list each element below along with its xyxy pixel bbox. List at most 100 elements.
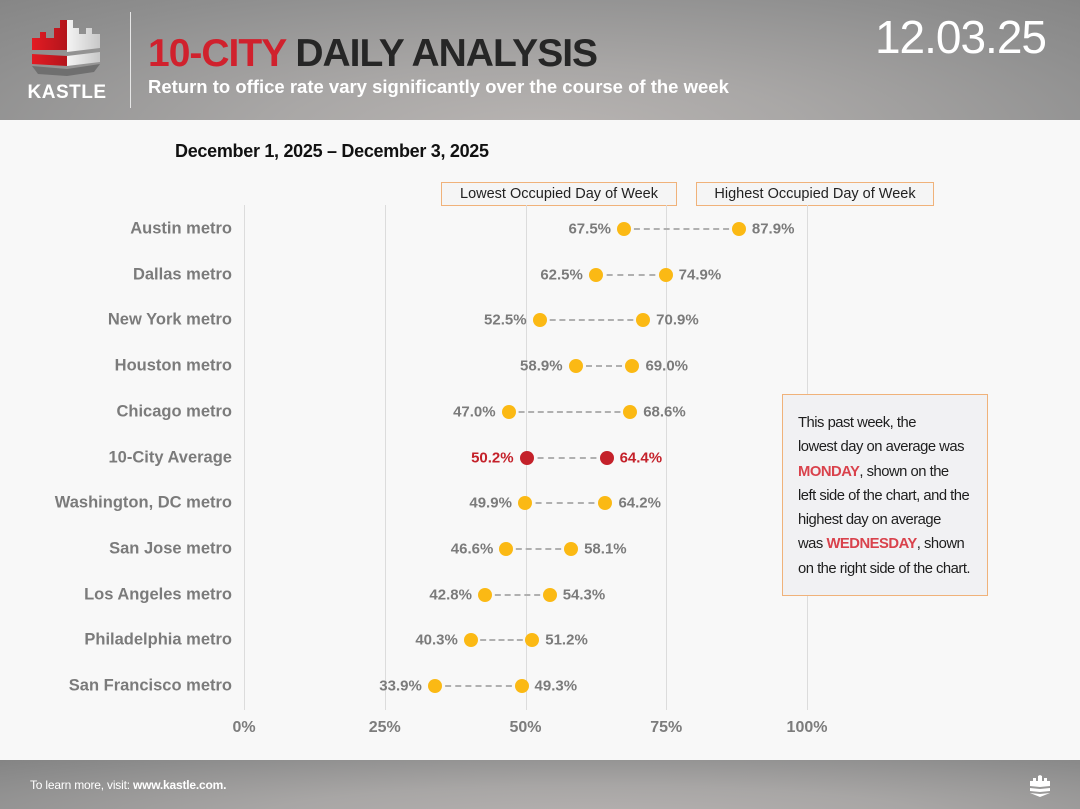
page-subtitle: Return to office rate vary significantly…: [148, 76, 729, 97]
high-dot: [658, 267, 673, 282]
legend-highest-day: Highest Occupied Day of Week: [696, 182, 934, 206]
category-label: San Francisco metro: [68, 676, 232, 695]
range-connector: [508, 410, 631, 413]
dumbbell-chart: 0% 25% 50% 75% 100% Austin metro 67.5% 87.9% Dal…: [0, 205, 1080, 750]
range-connector: [575, 365, 633, 368]
high-value-label: 58.1%: [584, 540, 627, 558]
high-dot: [599, 450, 614, 465]
low-value-label: 62.5%: [540, 266, 583, 284]
high-value-label: 51.2%: [545, 631, 588, 649]
category-label: New York metro: [107, 310, 232, 329]
low-dot: [532, 313, 547, 328]
date-stamp: 12.03.25: [874, 11, 1047, 63]
low-dot: [501, 404, 516, 419]
callout-line: on the right side of the chart.: [798, 560, 971, 577]
annotation-callout: This past week, the lowest day on averag…: [782, 394, 988, 596]
high-value-label: 87.9%: [751, 220, 795, 238]
callout-line: highest day on average: [798, 512, 941, 529]
high-dot: [564, 541, 579, 556]
high-value-label: 74.9%: [678, 266, 722, 284]
category-label: 10-City Average: [108, 448, 232, 466]
high-dot: [623, 404, 638, 419]
x-tick-label: 75%: [650, 719, 683, 736]
low-dot: [517, 496, 532, 511]
gridline: [244, 205, 245, 710]
high-value-label: 64.4%: [619, 449, 663, 466]
high-dot: [731, 222, 746, 236]
callout-line: was WEDNESDAY, shown: [798, 536, 965, 553]
low-value-label: 47.0%: [453, 403, 496, 421]
header-divider: [130, 12, 131, 108]
range-connector: [434, 685, 522, 687]
low-dot: [588, 267, 603, 282]
high-dot: [636, 313, 651, 328]
high-dot: [514, 679, 529, 693]
low-value-label: 46.6%: [450, 540, 494, 558]
footer-text: To learn more, visit: www.kastle.com.: [30, 778, 227, 792]
x-tick-label: 100%: [786, 719, 828, 736]
high-value-label: 70.9%: [656, 311, 699, 329]
range-connector: [624, 228, 739, 230]
footer-banner: To learn more, visit: www.kastle.com.: [0, 760, 1080, 809]
logo-wordmark: KASTLE: [27, 82, 107, 103]
kastle-logo: KASTLE: [24, 14, 110, 104]
low-value-label: 58.9%: [520, 357, 563, 375]
range-connector: [595, 273, 666, 276]
high-value-label: 69.0%: [645, 357, 689, 375]
low-value-label: 52.5%: [484, 311, 527, 329]
low-value-label: 33.9%: [379, 677, 422, 695]
category-label: Houston metro: [114, 356, 232, 375]
low-value-label: 49.9%: [469, 494, 512, 512]
category-label: Los Angeles metro: [84, 585, 232, 604]
callout-line: left side of the chart, and the: [798, 487, 970, 504]
category-label: Philadelphia metro: [84, 630, 232, 649]
page-title: 10-CITY DAILY ANALYSIS: [148, 32, 598, 76]
category-label: Austin metro: [130, 219, 232, 238]
low-dot: [519, 450, 534, 465]
x-tick-label: 25%: [368, 719, 401, 736]
low-value-label: 67.5%: [568, 220, 612, 238]
range-connector: [539, 319, 644, 322]
range-connector: [526, 456, 607, 459]
high-dot: [525, 633, 540, 648]
gridline: [384, 205, 386, 710]
high-dot: [625, 359, 640, 374]
callout-line: MONDAY, shown on the: [798, 463, 949, 480]
high-day-highlight: WEDNESDAY: [826, 536, 917, 553]
range-connector: [506, 547, 572, 550]
website-link[interactable]: www.kastle.com.: [132, 778, 227, 792]
low-value-label: 42.8%: [429, 586, 472, 604]
low-dot: [477, 587, 492, 602]
category-label: Washington, DC metro: [54, 493, 232, 512]
low-dot: [617, 222, 632, 236]
high-dot: [542, 587, 557, 602]
callout-line: This past week, the: [798, 415, 916, 431]
category-label: Dallas metro: [132, 265, 232, 284]
high-value-label: 64.2%: [618, 494, 661, 512]
legend-lowest-day: Lowest Occupied Day of Week: [441, 182, 677, 206]
x-tick-label: 0%: [232, 719, 256, 736]
x-tick-label: 50%: [509, 719, 542, 736]
low-dot: [499, 541, 514, 556]
range-connector: [524, 502, 606, 505]
title-rest: DAILY ANALYSIS: [295, 32, 598, 75]
high-value-label: 49.3%: [534, 677, 578, 695]
title-accent: 10-CITY: [148, 32, 286, 75]
low-dot: [568, 359, 583, 374]
castle-icon: [1030, 775, 1050, 797]
gridline: [666, 205, 668, 710]
low-dot: [427, 679, 442, 693]
range-connector: [484, 593, 550, 596]
callout-line: lowest day on average was: [798, 439, 965, 456]
low-value-label: 50.2%: [471, 449, 514, 466]
header-banner: KASTLE 10-CITY DAILY ANALYSIS Return to …: [0, 0, 1080, 120]
low-day-highlight: MONDAY: [798, 463, 860, 480]
low-value-label: 40.3%: [415, 631, 458, 649]
low-dot: [463, 633, 478, 648]
date-range: December 1, 2025 – December 3, 2025: [175, 141, 489, 161]
castle-icon: [32, 20, 100, 76]
high-dot: [598, 496, 613, 511]
category-label: Chicago metro: [116, 402, 232, 421]
range-connector: [470, 639, 533, 642]
category-label: San Jose metro: [109, 539, 232, 558]
